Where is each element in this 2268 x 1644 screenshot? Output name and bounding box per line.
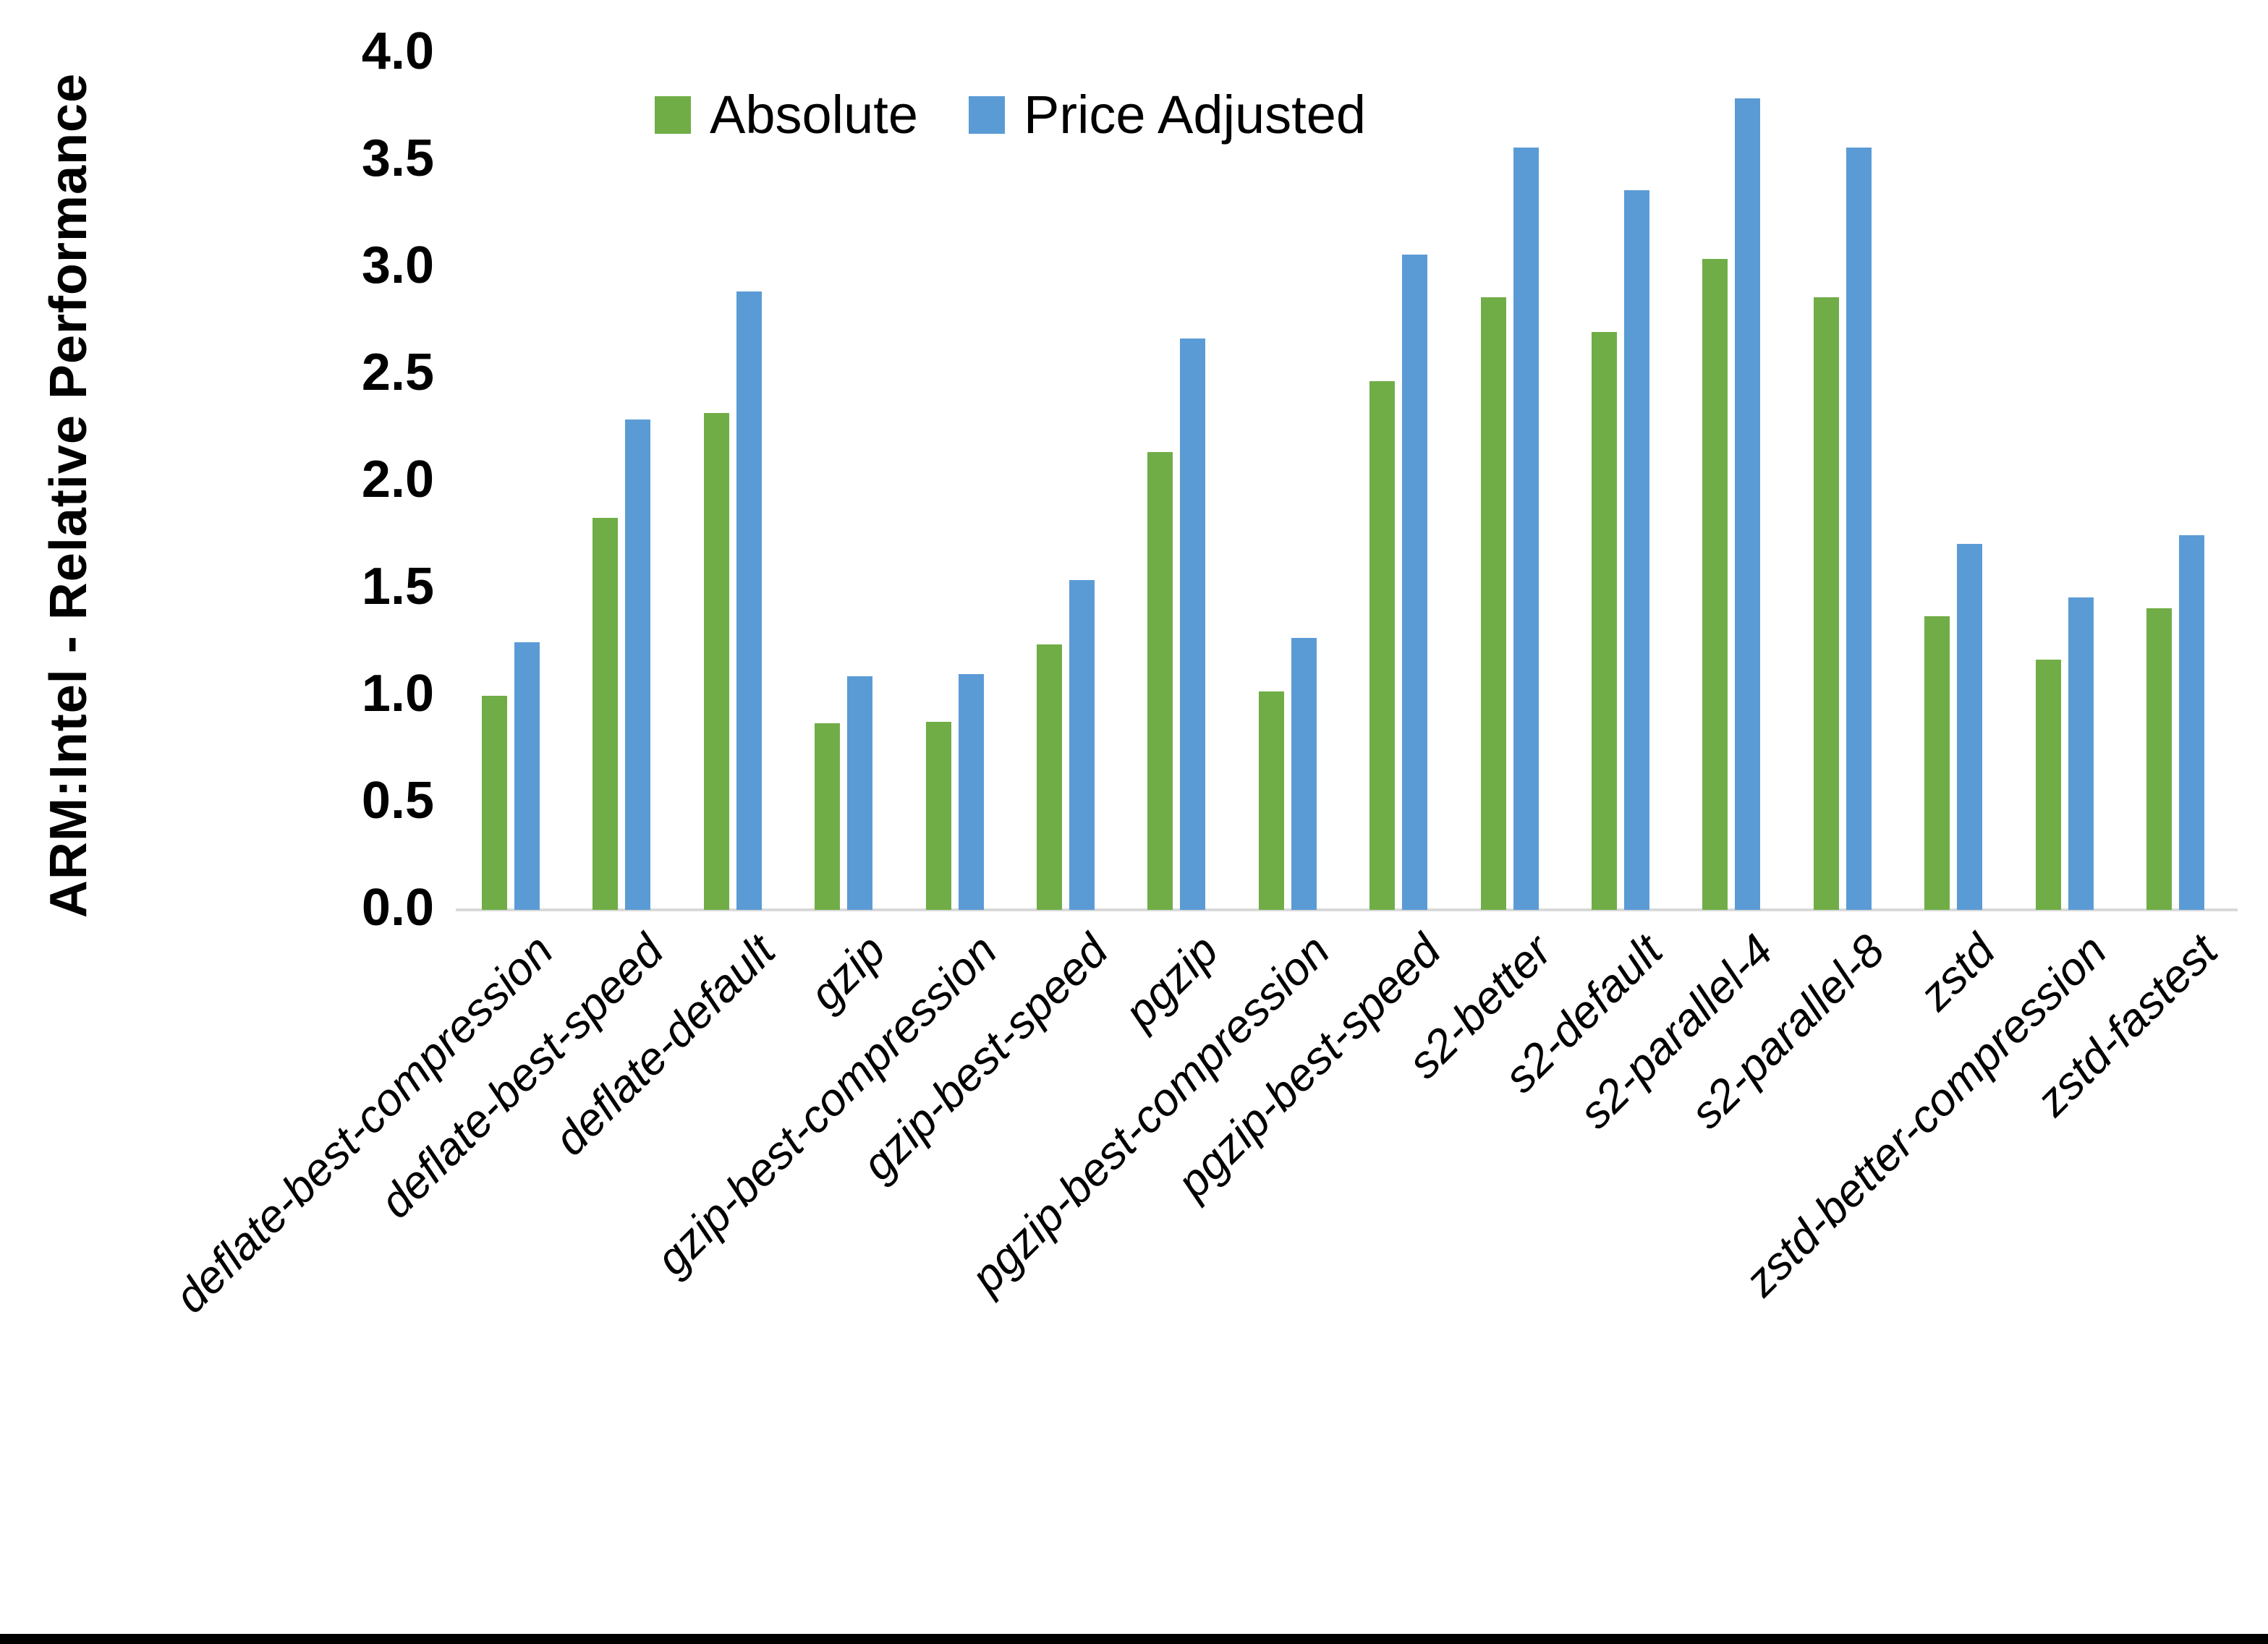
y-tick-label: 3.5 [361,129,434,188]
y-tick-label: 4.0 [361,22,434,81]
legend-item-absolute: Absolute [655,88,918,142]
bar-absolute-zstd [1924,616,1950,910]
plot-area [456,54,2238,911]
bar-absolute-zstd-fastest [2146,608,2172,910]
bar-absolute-pgzip-best-speed [1369,381,1395,910]
y-tick-label: 2.0 [361,451,434,509]
bar-price-adjusted-zstd-fastest [2179,535,2204,910]
y-tick-label: 2.5 [361,344,434,402]
x-axis-label-zstd: zstd [1910,925,2005,1021]
bar-absolute-gzip [815,723,840,910]
bar-price-adjusted-gzip-best-speed [1069,580,1095,910]
bar-price-adjusted-s2-parallel-8 [1846,148,1872,910]
bar-price-adjusted-s2-parallel-4 [1735,98,1760,910]
y-tick-label: 0.5 [361,772,434,830]
bar-price-adjusted-deflate-default [736,291,762,910]
legend-label-absolute: Absolute [710,85,918,145]
x-axis-labels: deflate-best-compression deflate-best-spe… [165,925,2238,1578]
y-tick-label: 0.0 [361,879,434,937]
bar-price-adjusted-deflate-best-compression [514,642,540,910]
y-tick-label: 1.0 [361,665,434,723]
legend: Absolute Price Adjusted [655,88,1366,142]
bar-price-adjusted-zstd-better-compression [2068,597,2094,910]
y-axis-title: ARM:Intel - Relative Performance [40,72,98,919]
bar-price-adjusted-s2-default [1624,190,1649,910]
bar-absolute-s2-better [1481,297,1506,910]
bar-absolute-zstd-better-compression [2036,660,2061,910]
bar-price-adjusted-pgzip-best-compression [1291,638,1317,910]
x-axis-baseline [456,908,2238,911]
bar-absolute-pgzip-best-compression [1259,691,1284,910]
bar-absolute-deflate-best-speed [593,518,618,910]
bar-absolute-deflate-best-compression [482,696,507,910]
bar-price-adjusted-pgzip [1180,338,1205,910]
bar-price-adjusted-gzip-best-compression [959,674,984,910]
bottom-border-line [0,1634,2268,1644]
legend-swatch-absolute [655,96,691,134]
legend-swatch-price-adjusted [968,96,1005,134]
bar-price-adjusted-s2-better [1513,148,1539,910]
bar-price-adjusted-zstd [1957,544,1982,910]
legend-item-price-adjusted: Price Adjusted [968,85,1367,145]
bar-absolute-gzip-best-speed [1037,644,1062,910]
bar-absolute-s2-parallel-4 [1702,259,1728,910]
bar-absolute-s2-default [1592,332,1617,910]
y-tick-label: 3.0 [361,237,434,295]
bar-price-adjusted-gzip [847,676,872,910]
x-axis-label-gzip: gzip [800,925,896,1021]
bar-absolute-pgzip [1147,452,1173,910]
bar-price-adjusted-deflate-best-speed [625,419,650,910]
y-tick-label: 1.5 [361,558,434,616]
bar-price-adjusted-pgzip-best-speed [1402,255,1427,910]
bar-absolute-deflate-default [704,413,729,910]
bar-absolute-gzip-best-compression [926,722,951,910]
legend-label-price-adjusted: Price Adjusted [1023,85,1367,145]
bar-absolute-s2-parallel-8 [1814,297,1839,910]
